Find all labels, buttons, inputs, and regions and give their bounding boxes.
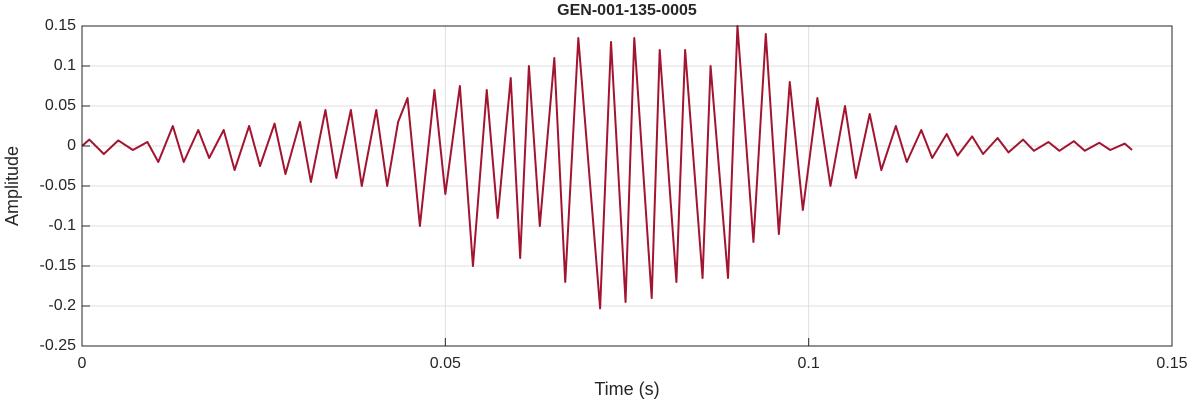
ticks: -0.25 -0.2 -0.15 -0.1 -0.05 0 0.05 0.1 0.15 0 0.05…	[40, 17, 1188, 372]
chart-title: GEN-001-135-0005	[557, 2, 697, 19]
x-tick-label: 0.15	[1156, 355, 1187, 372]
y-tick-label: -0.15	[40, 257, 77, 274]
x-tick-label: 0	[78, 355, 87, 372]
y-tick-label: -0.2	[48, 297, 76, 314]
grid	[81, 25, 1173, 347]
x-tick-label: 0.05	[430, 355, 461, 372]
y-tick-label: -0.25	[40, 337, 77, 354]
x-axis-label: Time (s)	[594, 379, 659, 399]
y-tick-label: 0.15	[45, 17, 76, 34]
x-tick-label: 0.1	[798, 355, 820, 372]
y-tick-label: 0.1	[54, 57, 76, 74]
y-axis-label: Amplitude	[2, 146, 22, 226]
y-tick-label: 0	[67, 137, 76, 154]
line-series	[81, 25, 1133, 310]
y-tick-label: -0.1	[48, 217, 76, 234]
y-tick-label: 0.05	[45, 97, 76, 114]
y-tick-label: -0.05	[40, 177, 77, 194]
plot	[81, 25, 1133, 310]
